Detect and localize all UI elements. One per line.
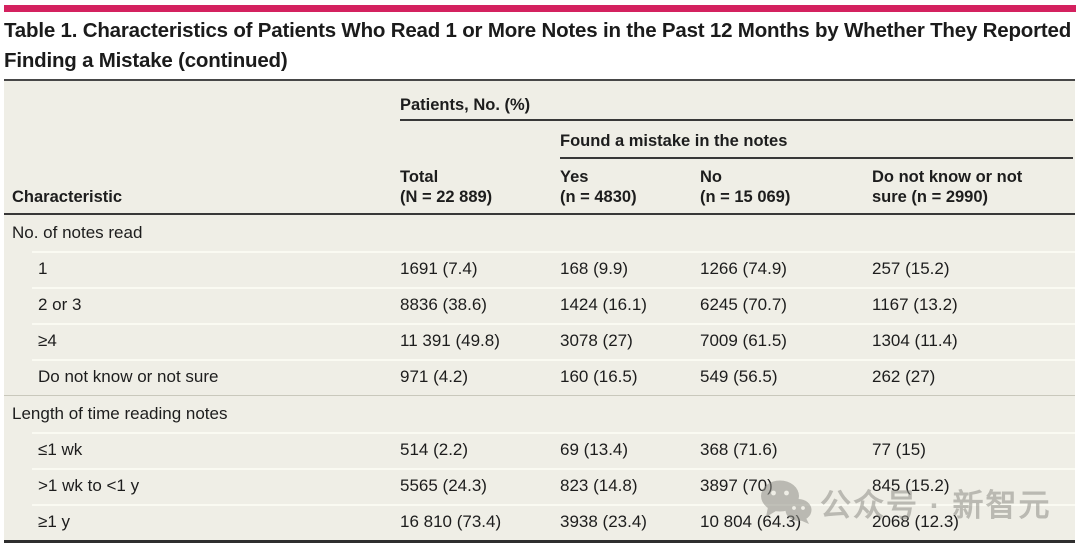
table-title-line1: Table 1. Characteristics of Patients Who… <box>4 19 1072 42</box>
cell-dnk: 77 (15) <box>872 440 926 459</box>
cell-dnk: 2068 (12.3) <box>872 512 959 531</box>
cell-dnk: 262 (27) <box>872 367 936 386</box>
cell-total: 11 391 (49.8) <box>400 331 500 350</box>
spanner-found-mistake: Found a mistake in the notes <box>560 121 1073 159</box>
row-label: ≥1 y <box>38 512 71 531</box>
col-header-characteristic: Characteristic <box>12 188 123 206</box>
column-headers: Characteristic Total (N = 22 889) Yes (n… <box>4 159 1075 213</box>
spanner-patients-no-pct: Patients, No. (%) <box>400 81 1073 121</box>
row-label: Do not know or not sure <box>38 367 219 386</box>
table-row: Do not know or not sure 971 (4.2) 160 (1… <box>4 359 1075 395</box>
table-row: 2 or 3 8836 (38.6) 1424 (16.1) 6245 (70.… <box>4 287 1075 323</box>
title-divider <box>4 79 1075 81</box>
cell-total: 5565 (24.3) <box>400 476 487 495</box>
cell-yes: 168 (9.9) <box>560 259 629 278</box>
col-header-no: No (n = 15 069) <box>700 167 872 207</box>
col-header-no-line2: (n = 15 069) <box>700 188 791 206</box>
cell-no: 549 (56.5) <box>700 367 778 386</box>
wechat-icon <box>760 479 812 525</box>
cell-no: 7009 (61.5) <box>700 331 787 350</box>
col-header-no-line1: No <box>700 168 722 186</box>
section-label: Length of time reading notes <box>12 404 228 423</box>
cell-no: 368 (71.6) <box>700 440 778 459</box>
section-row-notes-read: No. of notes read <box>4 215 1075 251</box>
cell-total: 16 810 (73.4) <box>400 512 502 531</box>
table-row: ≥4 11 391 (49.8) 3078 (27) 7009 (61.5) 1… <box>4 323 1075 359</box>
cell-no: 3897 (70) <box>700 476 773 495</box>
col-header-total-line2: (N = 22 889) <box>400 188 493 206</box>
col-header-yes-line1: Yes <box>560 168 589 186</box>
cell-dnk: 257 (15.2) <box>872 259 950 278</box>
col-header-yes: Yes (n = 4830) <box>560 167 700 207</box>
row-label: >1 wk to <1 y <box>38 476 140 495</box>
cell-yes: 823 (14.8) <box>560 476 638 495</box>
col-header-total-line1: Total <box>400 168 439 186</box>
cell-yes: 69 (13.4) <box>560 440 629 459</box>
cell-yes: 3938 (23.4) <box>560 512 647 531</box>
section-label: No. of notes read <box>12 223 143 242</box>
table-row: ≥1 y 16 810 (73.4) 3938 (23.4) 10 804 (6… <box>4 504 1075 540</box>
col-header-yes-line2: (n = 4830) <box>560 188 637 206</box>
cell-total: 8836 (38.6) <box>400 295 487 314</box>
data-table: Patients, No. (%) Found a mistake in the… <box>4 81 1075 543</box>
cell-no: 10 804 (64.3) <box>700 512 802 531</box>
table-row: >1 wk to <1 y 5565 (24.3) 823 (14.8) 389… <box>4 468 1075 504</box>
watermark: 公众号 · 新智元 <box>760 479 1052 525</box>
cell-no: 1266 (74.9) <box>700 259 787 278</box>
row-label: 1 <box>38 259 48 278</box>
cell-dnk: 1304 (11.4) <box>872 331 958 350</box>
table-row: ≤1 wk 514 (2.2) 69 (13.4) 368 (71.6) 77 … <box>4 432 1075 468</box>
col-header-dnk: Do not know or not sure (n = 2990) <box>872 168 1023 206</box>
cell-yes: 1424 (16.1) <box>560 295 647 314</box>
cell-total: 514 (2.2) <box>400 440 469 459</box>
cell-no: 6245 (70.7) <box>700 295 787 314</box>
cell-dnk: 845 (15.2) <box>872 476 950 495</box>
cell-yes: 3078 (27) <box>560 331 633 350</box>
row-label: ≤1 wk <box>38 440 83 459</box>
row-label: ≥4 <box>38 331 57 350</box>
table-title-line2: Finding a Mistake (continued) <box>4 49 288 72</box>
cell-total: 1691 (7.4) <box>400 259 478 278</box>
watermark-text: 公众号 · 新智元 <box>820 487 1052 523</box>
col-header-total: Total (N = 22 889) <box>400 167 560 207</box>
table-header: Patients, No. (%) Found a mistake in the… <box>4 81 1075 215</box>
table-title: Table 1. Characteristics of Patients Who… <box>4 16 1078 76</box>
table-row: 1 1691 (7.4) 168 (9.9) 1266 (74.9) 257 (… <box>4 251 1075 287</box>
accent-bar <box>4 5 1076 12</box>
row-label: 2 or 3 <box>38 295 82 314</box>
cell-yes: 160 (16.5) <box>560 367 638 386</box>
cell-dnk: 1167 (13.2) <box>872 295 958 314</box>
cell-total: 971 (4.2) <box>400 367 469 386</box>
section-row-time-reading: Length of time reading notes <box>4 395 1075 432</box>
